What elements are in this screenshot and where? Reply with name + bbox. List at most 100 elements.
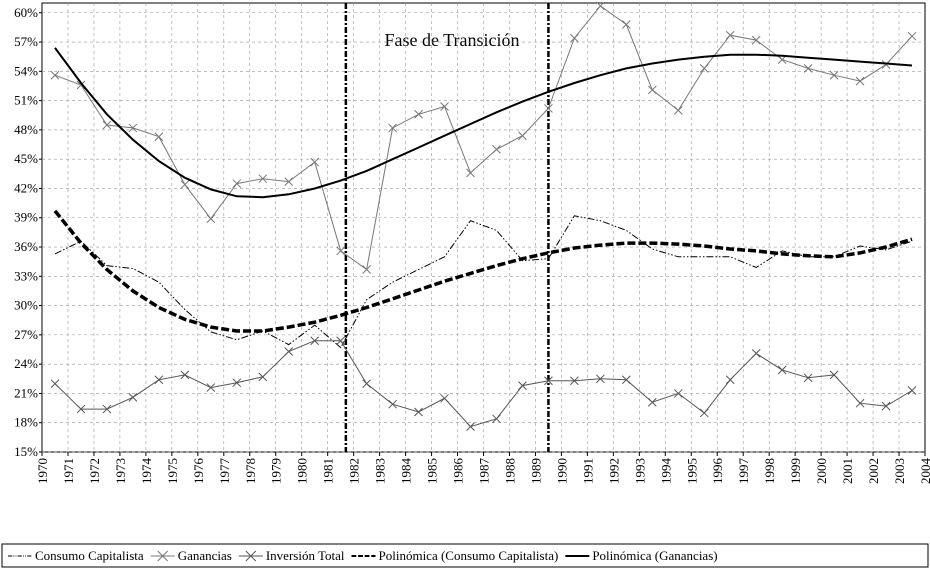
marker [388,399,397,409]
marker [621,375,631,385]
y-tick-label: 15% [14,444,38,459]
marker [570,33,579,43]
x-tick-label: 1976 [191,458,206,485]
legend-label: Consumo Capitalista [35,548,144,563]
marker [570,376,579,386]
legend-label: Inversión Total [266,548,345,563]
x-tick-label: 1987 [477,458,492,485]
x-tick-label: 2001 [840,458,855,484]
marker [518,131,527,141]
marker [699,408,709,418]
marker [336,336,346,346]
x-tick-label: 1981 [321,458,336,484]
y-tick-label: 54% [14,63,38,78]
marker [128,392,138,402]
marker [180,180,190,189]
marker [725,30,735,40]
legend-item: Polinómica (Ganancias) [565,548,718,563]
marker [725,375,735,385]
x-tick-label: 1993 [632,458,647,484]
marker [154,375,164,385]
marker [518,381,527,390]
marker [777,55,787,64]
series-line [54,215,913,349]
marker [621,20,631,29]
y-tick-label: 18% [14,415,38,430]
marker [102,120,112,130]
series-line [54,5,913,271]
x-tick-label: 1986 [451,458,466,485]
y-tick-label: 42% [14,180,38,195]
marker [829,370,839,380]
marker [206,214,216,224]
x-tick-label: 1998 [762,458,777,484]
legend-item: Ganancias [150,548,232,563]
marker [596,374,605,384]
x-tick-label: 2003 [892,458,907,484]
legend-label: Ganancias [178,548,232,563]
marker [777,365,787,375]
marker [50,70,60,80]
x-tick-label: 1980 [295,458,310,484]
x-tick-label: 1983 [373,458,388,484]
x-tick-label: 1973 [113,458,128,484]
marker [180,370,190,380]
x-tick-label: 1989 [528,458,543,484]
y-tick-label: 51% [14,93,38,108]
marker [362,379,371,389]
marker [466,422,475,431]
marker [673,389,683,398]
y-tick-label: 39% [14,210,38,225]
marker [128,123,138,133]
x-tick-label: 1984 [399,458,414,485]
marker [310,157,320,167]
marker [284,177,294,186]
marker [803,373,813,383]
marker [492,414,501,424]
marker [232,179,242,188]
marker [388,123,397,133]
x-tick-label: 1971 [61,458,76,484]
annotation: Fase de Transición [385,30,520,50]
marker [647,397,657,407]
y-tick-label: 30% [14,298,38,313]
x-tick-label: 1982 [347,458,362,484]
marker [647,85,657,95]
x-tick-label: 2000 [814,458,829,484]
legend-label: Polinómica (Consumo Capitalista) [379,548,559,563]
marker [414,109,423,119]
legend-label: Polinómica (Ganancias) [592,548,717,563]
x-tick-label: 1975 [165,458,180,484]
x-tick-label: 1991 [580,458,595,484]
x-tick-label: 1992 [606,458,621,484]
marker [855,76,865,86]
marker [310,336,320,346]
y-tick-label: 48% [14,122,38,137]
legend-item: Consumo Capitalista [8,548,144,563]
x-tick-label: 1995 [684,458,699,484]
marker [673,106,683,115]
legend-box [1,543,929,568]
marker [466,168,475,178]
x-tick-label: 2004 [918,458,930,485]
marker [258,372,268,382]
marker [492,145,501,154]
y-tick-label: 36% [14,239,38,254]
marker [232,378,242,388]
x-tick-label: 1994 [658,458,673,485]
y-tick-label: 21% [14,385,38,400]
marker [440,393,449,403]
y-tick-label: 45% [14,151,38,166]
x-tick-label: 1978 [243,458,258,484]
marker [699,64,709,73]
marker [76,404,86,414]
marker [596,1,605,11]
x-tick-label: 1999 [788,458,803,484]
x-tick-label: 2002 [866,458,881,484]
x-tick-label: 1988 [502,458,517,484]
marker [907,386,917,395]
marker [102,404,112,414]
x-tick-label: 1977 [217,458,232,485]
marker [803,64,813,73]
